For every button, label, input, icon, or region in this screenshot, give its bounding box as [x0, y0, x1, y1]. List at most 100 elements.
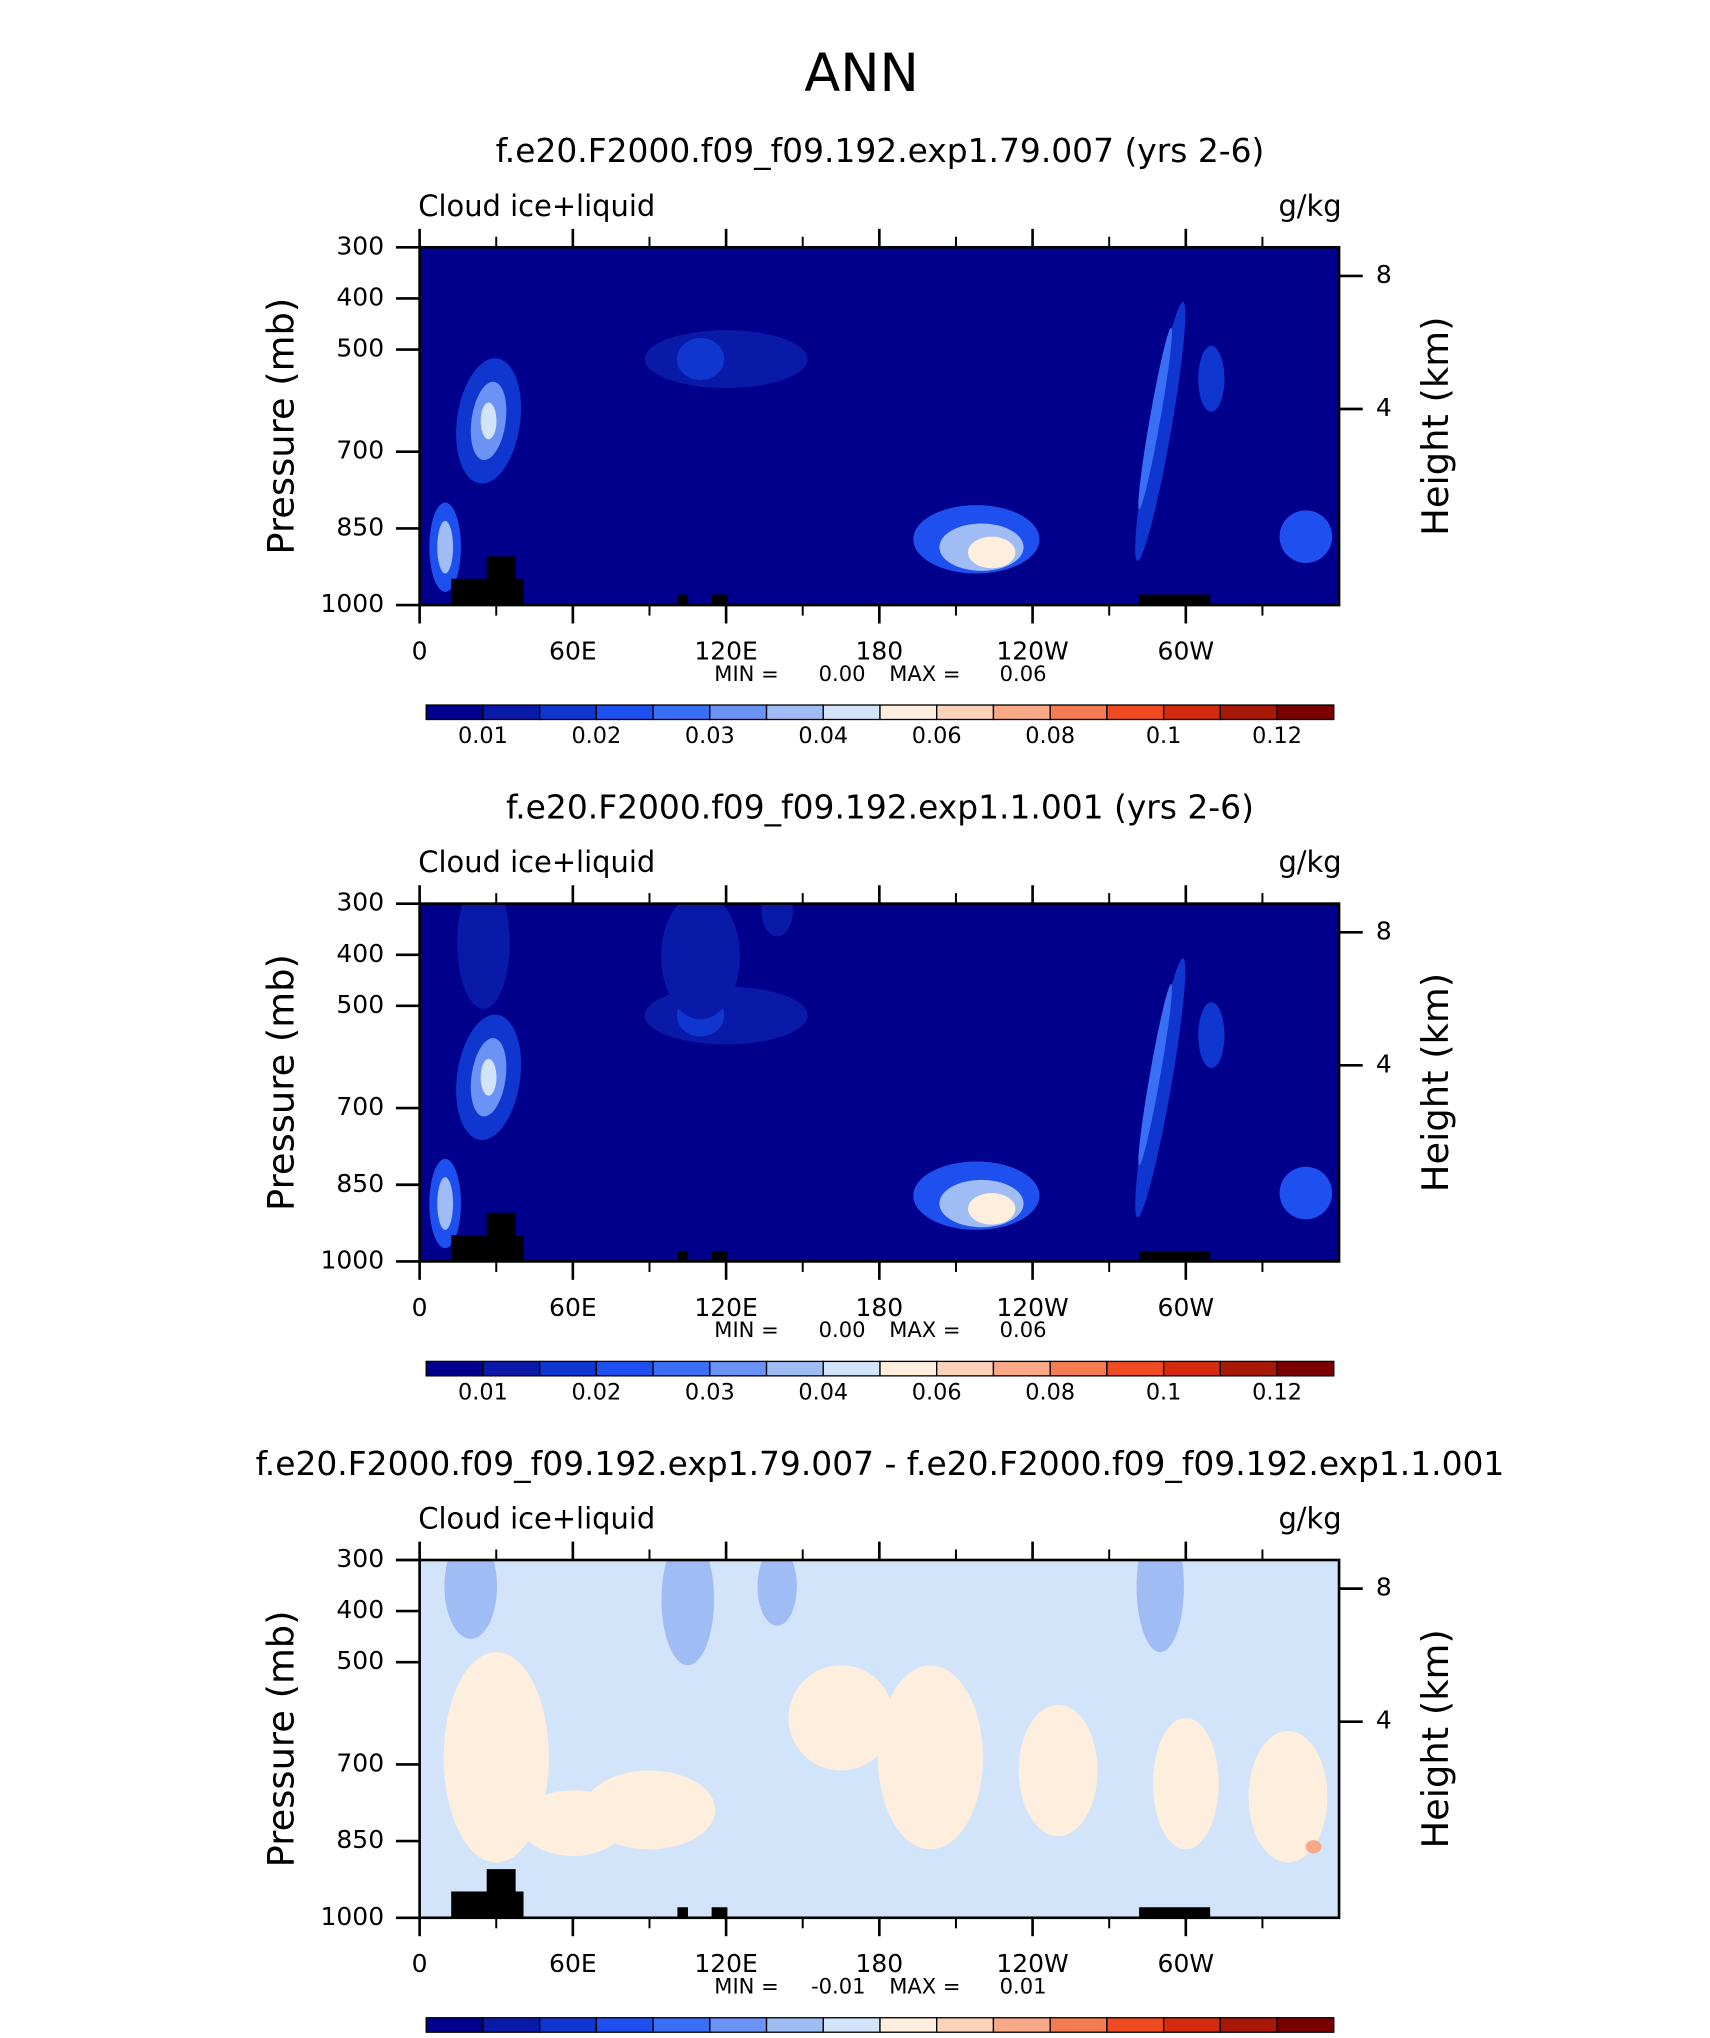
colorbar-box	[822, 704, 881, 721]
colorbar-box	[709, 2017, 768, 2033]
colorbar-box	[652, 2017, 711, 2033]
contour-shape	[644, 330, 808, 389]
contour-shape	[437, 520, 454, 574]
colorbar-label: 0.02	[571, 723, 621, 749]
colorbar-box	[1106, 1360, 1165, 1377]
colorbar-box	[538, 2017, 598, 2033]
figure-title: ANN	[804, 43, 919, 104]
panel-title: f.e20.F2000.f09_f09.192.exp1.79.007 - f.…	[256, 1444, 1505, 1483]
max-value: 0.06	[1000, 1317, 1047, 1342]
colorbar-box	[709, 704, 768, 721]
y-tick-label: 1000	[321, 1902, 385, 1931]
colorbar-box	[765, 2017, 824, 2033]
colorbar-label: -0.03	[624, 2036, 682, 2038]
y-axis-label: Pressure (mb)	[259, 298, 302, 555]
y-axis-label: Pressure (mb)	[259, 954, 302, 1211]
colorbar-box	[1049, 1360, 1108, 1377]
colorbar-box	[482, 1360, 541, 1377]
colorbar-box	[709, 1360, 768, 1377]
y2-tick-label: 4	[1376, 1049, 1392, 1078]
y2-tick-label: 8	[1376, 260, 1392, 289]
min-value: -0.01	[811, 1973, 865, 1998]
y-tick-label: 700	[336, 1748, 384, 1777]
contour-field	[419, 1560, 1340, 1918]
y-tick-label: 1000	[321, 589, 385, 618]
colorbar-box	[822, 1360, 881, 1377]
y-tick-label: 400	[336, 1595, 384, 1624]
colorbar-box	[652, 1360, 711, 1377]
colorbar-label: 0.01	[458, 1379, 508, 1405]
y-tick-label: 400	[336, 939, 384, 968]
colorbar-label: 0.04	[798, 1379, 848, 1405]
colorbar-box	[879, 1360, 938, 1377]
colorbar-box	[1162, 2017, 1221, 2033]
colorbar-label: 0.1	[1146, 1379, 1182, 1405]
contour-shape	[661, 1560, 715, 1666]
max-label: MAX =	[889, 1973, 960, 1998]
contour-shape	[1248, 1730, 1328, 1863]
contour-shape	[1152, 1717, 1219, 1850]
colorbar-label: 0.06	[912, 1379, 962, 1405]
panel-title: f.e20.F2000.f09_f09.192.exp1.79.007 (yrs…	[496, 131, 1265, 170]
contour-shape	[1135, 958, 1186, 1218]
contour-shape	[443, 1652, 549, 1863]
colorbar-label: 0.08	[1025, 1379, 1075, 1405]
y2-tick-label: 4	[1376, 1706, 1392, 1735]
min-value: 0.00	[819, 1317, 866, 1342]
contour-layer	[419, 903, 1340, 1262]
contour-shape	[968, 536, 1016, 569]
y-tick-label: 700	[336, 436, 384, 465]
y-tick-label: 850	[336, 1825, 384, 1854]
terrain	[711, 1907, 728, 1918]
colorbar-box	[595, 2017, 654, 2033]
colorbar-box	[992, 2017, 1051, 2033]
colorbar-box	[936, 2017, 995, 2033]
colorbar-label: 0.03	[685, 1379, 735, 1405]
min-value: 0.00	[819, 661, 866, 686]
colorbar-box	[425, 2017, 484, 2033]
colorbar-label: 0.04	[798, 723, 848, 749]
contour-shape	[1279, 1166, 1333, 1220]
colorbar-label: 0.01	[458, 723, 508, 749]
colorbar-label: 0.12	[1252, 1379, 1302, 1405]
contour-background	[419, 903, 1340, 1262]
colorbar-box	[1276, 2017, 1335, 2033]
y2-tick-label: 8	[1376, 916, 1392, 945]
y-tick-label: 300	[336, 231, 384, 260]
colorbar-box	[1049, 2017, 1108, 2033]
contour-field	[419, 247, 1340, 606]
colorbar-label: 0.01	[969, 2036, 1019, 2038]
colorbar-box	[1219, 1360, 1278, 1377]
y-tick-label: 300	[336, 1544, 384, 1573]
contour-shape	[676, 338, 725, 381]
colorbar-label: 0.03	[685, 723, 735, 749]
contour-shape	[877, 1665, 984, 1850]
colorbar-label: 0.05	[1195, 2036, 1245, 2038]
colorbar-label: 0.06	[912, 723, 962, 749]
terrain	[711, 1250, 728, 1262]
contour-layer	[419, 1560, 1340, 1918]
colorbar-box	[1106, 704, 1165, 721]
contour-layer	[419, 247, 1340, 606]
x-tick-label: 0	[412, 1293, 428, 1322]
x-tick-label: 60W	[1158, 636, 1215, 665]
x-tick-label: 0	[412, 636, 428, 665]
contour-shape	[437, 1177, 454, 1230]
y-tick-label: 700	[336, 1092, 384, 1121]
y-tick-label: 500	[336, 990, 384, 1019]
colorbar-box	[992, 704, 1051, 721]
colorbar-box	[1106, 2017, 1165, 2033]
contour-shape	[444, 1560, 497, 1639]
min-label: MIN =	[714, 1317, 778, 1342]
colorbar-box	[1219, 704, 1278, 721]
colorbar-box	[879, 704, 938, 721]
contour-shape	[480, 402, 497, 440]
y-tick-label: 500	[336, 1646, 384, 1675]
colorbar-label: 0.03	[1082, 2036, 1132, 2038]
colorbar-box	[1276, 704, 1335, 721]
units-label: g/kg	[1278, 845, 1341, 879]
min-label: MIN =	[714, 661, 778, 686]
contour-shape	[788, 1665, 894, 1771]
y-tick-label: 850	[336, 512, 384, 541]
y-axis-label: Pressure (mb)	[259, 1610, 302, 1867]
